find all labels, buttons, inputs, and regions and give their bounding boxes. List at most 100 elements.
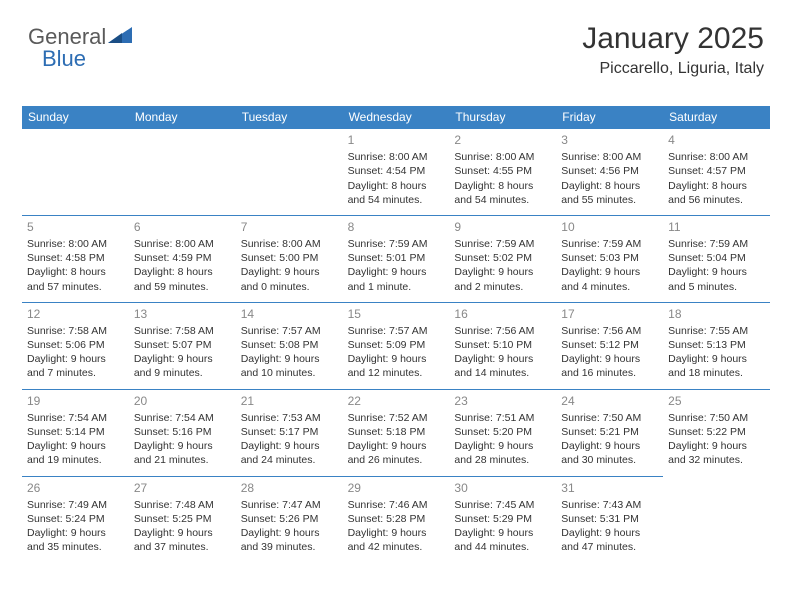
- weekday-header: Wednesday: [343, 106, 450, 128]
- sunset-line: Sunset: 4:55 PM: [454, 164, 551, 178]
- daylight-line: Daylight: 8 hours and 59 minutes.: [134, 265, 231, 293]
- calendar-day-cell: 1Sunrise: 8:00 AMSunset: 4:54 PMDaylight…: [343, 128, 450, 215]
- sunrise-line: Sunrise: 7:54 AM: [27, 411, 124, 425]
- daylight-line: Daylight: 9 hours and 18 minutes.: [668, 352, 765, 380]
- sunrise-line: Sunrise: 7:59 AM: [668, 237, 765, 251]
- calendar-day-cell: 23Sunrise: 7:51 AMSunset: 5:20 PMDayligh…: [449, 389, 556, 476]
- calendar: SundayMondayTuesdayWednesdayThursdayFrid…: [22, 106, 770, 562]
- sunrise-line: Sunrise: 7:49 AM: [27, 498, 124, 512]
- calendar-empty-cell: [236, 128, 343, 215]
- calendar-day-cell: 22Sunrise: 7:52 AMSunset: 5:18 PMDayligh…: [343, 389, 450, 476]
- sunset-line: Sunset: 5:06 PM: [27, 338, 124, 352]
- sunset-line: Sunset: 5:10 PM: [454, 338, 551, 352]
- sunrise-line: Sunrise: 8:00 AM: [134, 237, 231, 251]
- weekday-header: Tuesday: [236, 106, 343, 128]
- calendar-day-cell: 16Sunrise: 7:56 AMSunset: 5:10 PMDayligh…: [449, 302, 556, 389]
- daylight-line: Daylight: 9 hours and 35 minutes.: [27, 526, 124, 554]
- calendar-day-cell: 9Sunrise: 7:59 AMSunset: 5:02 PMDaylight…: [449, 215, 556, 302]
- sunset-line: Sunset: 5:24 PM: [27, 512, 124, 526]
- sunrise-line: Sunrise: 7:48 AM: [134, 498, 231, 512]
- calendar-day-cell: 24 Sunrise: 7:50 AMSunset: 5:21 PMDayligh…: [556, 389, 663, 476]
- sunrise-line: Sunrise: 8:00 AM: [561, 150, 658, 164]
- day-number: 21: [241, 393, 338, 409]
- day-number: 24: [561, 393, 658, 409]
- calendar-day-cell: 13Sunrise: 7:58 AMSunset: 5:07 PMDayligh…: [129, 302, 236, 389]
- daylight-line: Daylight: 9 hours and 39 minutes.: [241, 526, 338, 554]
- daylight-line: Daylight: 9 hours and 24 minutes.: [241, 439, 338, 467]
- sunrise-line: Sunrise: 8:00 AM: [241, 237, 338, 251]
- calendar-day-cell: 28Sunrise: 7:47 AMSunset: 5:26 PMDayligh…: [236, 476, 343, 563]
- calendar-day-cell: 21Sunrise: 7:53 AMSunset: 5:17 PMDayligh…: [236, 389, 343, 476]
- sunrise-line: Sunrise: 8:00 AM: [348, 150, 445, 164]
- sunset-line: Sunset: 5:20 PM: [454, 425, 551, 439]
- sunset-line: Sunset: 5:04 PM: [668, 251, 765, 265]
- day-number: 15: [348, 306, 445, 322]
- sunset-line: Sunset: 5:26 PM: [241, 512, 338, 526]
- day-number: 10: [561, 219, 658, 235]
- daylight-line: Daylight: 9 hours and 28 minutes.: [454, 439, 551, 467]
- daylight-line: Daylight: 9 hours and 0 minutes.: [241, 265, 338, 293]
- calendar-day-cell: 5Sunrise: 8:00 AMSunset: 4:58 PMDaylight…: [22, 215, 129, 302]
- calendar-day-cell: 31Sunrise: 7:43 AMSunset: 5:31 PMDayligh…: [556, 476, 663, 563]
- weekday-header: Friday: [556, 106, 663, 128]
- sunset-line: Sunset: 4:57 PM: [668, 164, 765, 178]
- logo-text-blue: Blue: [42, 46, 86, 71]
- sunset-line: Sunset: 4:59 PM: [134, 251, 231, 265]
- sunrise-line: Sunrise: 7:58 AM: [134, 324, 231, 338]
- day-number: 11: [668, 219, 765, 235]
- sunrise-line: Sunrise: 7:51 AM: [454, 411, 551, 425]
- day-number: 7: [241, 219, 338, 235]
- sunset-line: Sunset: 5:21 PM: [561, 425, 658, 439]
- day-number: 13: [134, 306, 231, 322]
- calendar-day-cell: 10Sunrise: 7:59 AMSunset: 5:03 PMDayligh…: [556, 215, 663, 302]
- daylight-line: Daylight: 9 hours and 21 minutes.: [134, 439, 231, 467]
- calendar-day-cell: 14 Sunrise: 7:57 AMSunset: 5:08 PMDayligh…: [236, 302, 343, 389]
- sunset-line: Sunset: 5:08 PM: [241, 338, 338, 352]
- sunset-line: Sunset: 5:28 PM: [348, 512, 445, 526]
- day-number: 8: [348, 219, 445, 235]
- sunset-line: Sunset: 5:12 PM: [561, 338, 658, 352]
- calendar-empty-cell: [129, 128, 236, 215]
- daylight-line: Daylight: 9 hours and 10 minutes.: [241, 352, 338, 380]
- sunset-line: Sunset: 4:54 PM: [348, 164, 445, 178]
- sunrise-line: Sunrise: 7:56 AM: [454, 324, 551, 338]
- daylight-line: Daylight: 8 hours and 57 minutes.: [27, 265, 124, 293]
- calendar-day-cell: 29Sunrise: 7:46 AMSunset: 5:28 PMDayligh…: [343, 476, 450, 563]
- day-number: 2: [454, 132, 551, 148]
- day-number: 31: [561, 480, 658, 496]
- calendar-day-cell: 26 Sunrise: 7:49 AMSunset: 5:24 PMDayligh…: [22, 476, 129, 563]
- calendar-day-cell: 3Sunrise: 8:00 AMSunset: 4:56 PMDaylight…: [556, 128, 663, 215]
- daylight-line: Daylight: 9 hours and 4 minutes.: [561, 265, 658, 293]
- calendar-day-cell: 27Sunrise: 7:48 AMSunset: 5:25 PMDayligh…: [129, 476, 236, 563]
- daylight-line: Daylight: 9 hours and 30 minutes.: [561, 439, 658, 467]
- sunset-line: Sunset: 5:16 PM: [134, 425, 231, 439]
- daylight-line: Daylight: 9 hours and 5 minutes.: [668, 265, 765, 293]
- daylight-line: Daylight: 9 hours and 19 minutes.: [27, 439, 124, 467]
- day-number: 17: [561, 306, 658, 322]
- day-number: 19: [27, 393, 124, 409]
- day-number: 14: [241, 306, 338, 322]
- sunrise-line: Sunrise: 7:57 AM: [241, 324, 338, 338]
- sunrise-line: Sunrise: 7:50 AM: [561, 411, 658, 425]
- day-number: 5: [27, 219, 124, 235]
- calendar-day-cell: 11 Sunrise: 7:59 AMSunset: 5:04 PMDayligh…: [663, 215, 770, 302]
- day-number: 4: [668, 132, 765, 148]
- calendar-day-cell: 2Sunrise: 8:00 AMSunset: 4:55 PMDaylight…: [449, 128, 556, 215]
- sunrise-line: Sunrise: 7:52 AM: [348, 411, 445, 425]
- day-number: 20: [134, 393, 231, 409]
- day-number: 6: [134, 219, 231, 235]
- weekday-header: Saturday: [663, 106, 770, 128]
- sunset-line: Sunset: 5:14 PM: [27, 425, 124, 439]
- calendar-body: 1Sunrise: 8:00 AMSunset: 4:54 PMDaylight…: [22, 128, 770, 562]
- calendar-day-cell: 25Sunrise: 7:50 AMSunset: 5:22 PMDayligh…: [663, 389, 770, 476]
- day-number: 26: [27, 480, 124, 496]
- location-subtitle: Piccarello, Liguria, Italy: [582, 60, 764, 78]
- daylight-line: Daylight: 9 hours and 14 minutes.: [454, 352, 551, 380]
- daylight-line: Daylight: 9 hours and 32 minutes.: [668, 439, 765, 467]
- calendar-day-cell: 20Sunrise: 7:54 AMSunset: 5:16 PMDayligh…: [129, 389, 236, 476]
- day-number: 22: [348, 393, 445, 409]
- sunset-line: Sunset: 5:00 PM: [241, 251, 338, 265]
- sunrise-line: Sunrise: 7:55 AM: [668, 324, 765, 338]
- sunrise-line: Sunrise: 7:59 AM: [454, 237, 551, 251]
- day-number: 18: [668, 306, 765, 322]
